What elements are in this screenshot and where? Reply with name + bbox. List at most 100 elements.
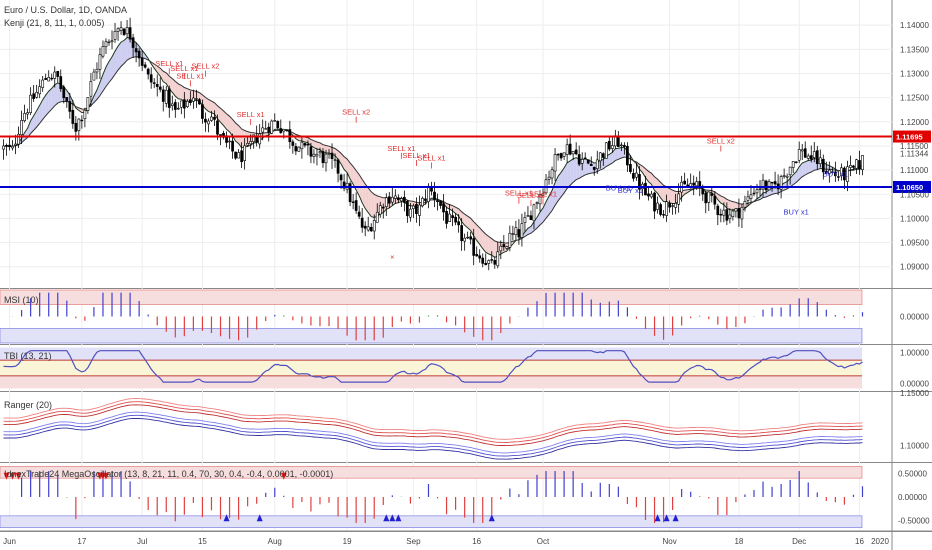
time-axis[interactable]: Jun 17 Jul 15 Aug 19 Sep 16 Oct Nov 18 Dec 16 2020 bbox=[3, 537, 889, 546]
kenji-moving-averages bbox=[3, 36, 863, 258]
candle bbox=[366, 216, 370, 232]
candle-body bbox=[50, 77, 54, 80]
candle-body bbox=[243, 145, 246, 161]
candle bbox=[149, 67, 153, 89]
candle bbox=[372, 214, 376, 240]
candle bbox=[173, 99, 177, 118]
grid-lines bbox=[0, 0, 892, 530]
candle-body bbox=[499, 245, 503, 252]
candle-body bbox=[610, 145, 614, 149]
candle-body bbox=[731, 210, 735, 218]
cloud-segment bbox=[488, 236, 492, 256]
cloud-segment bbox=[115, 46, 119, 75]
candle bbox=[182, 91, 186, 119]
candle-body bbox=[586, 159, 590, 164]
tbi-title: TBI (13, 21) bbox=[4, 351, 52, 361]
candle bbox=[782, 168, 786, 179]
cloud-segment bbox=[310, 139, 314, 148]
candle-body bbox=[189, 99, 192, 104]
tbi-lower-zone bbox=[0, 375, 862, 389]
cloud-segment bbox=[39, 99, 43, 124]
cloud-segment bbox=[657, 179, 661, 198]
candle bbox=[403, 190, 406, 212]
current-price-label: 1.11344 bbox=[900, 149, 929, 158]
candle bbox=[514, 220, 518, 240]
time-tick-label: Jun bbox=[3, 537, 16, 546]
candle bbox=[421, 196, 424, 208]
cloud-segment bbox=[365, 183, 369, 213]
candle-body bbox=[210, 116, 213, 121]
cloud-segment bbox=[717, 193, 721, 204]
kenji-indicator-title: Kenji (21, 8, 11, 1, 0.005) bbox=[4, 18, 104, 28]
candle-body bbox=[607, 140, 611, 150]
msi-pane[interactable]: 0.00000 bbox=[0, 289, 929, 344]
candle-body bbox=[568, 143, 572, 155]
candle bbox=[647, 187, 650, 201]
candle bbox=[794, 161, 798, 164]
candle bbox=[279, 119, 283, 134]
candle-body bbox=[704, 192, 708, 204]
buy-arrow-icon bbox=[663, 514, 670, 522]
candle-body bbox=[638, 174, 641, 190]
candle-body bbox=[186, 100, 189, 107]
candle bbox=[834, 161, 837, 182]
candle-body bbox=[32, 93, 36, 99]
candle bbox=[38, 79, 42, 99]
candle-body bbox=[179, 100, 183, 108]
candle bbox=[65, 97, 69, 108]
candle bbox=[143, 61, 147, 69]
tbi-pane[interactable]: 1.00000 0.00000 bbox=[0, 347, 929, 389]
cloud-segment bbox=[307, 137, 311, 146]
osc-tick-label: -0.50000 bbox=[898, 517, 930, 526]
horizontal-levels[interactable]: 1.11695 1.10650 bbox=[0, 130, 931, 194]
candle bbox=[246, 136, 249, 147]
cloud-segment bbox=[338, 150, 342, 165]
candle-body bbox=[216, 120, 219, 135]
candle-body bbox=[201, 104, 204, 119]
candle-body bbox=[409, 208, 412, 218]
candle-body bbox=[782, 175, 786, 177]
candle-body bbox=[478, 255, 482, 259]
cloud-segment bbox=[208, 99, 212, 113]
osc-tick-label: 0.00000 bbox=[898, 493, 927, 502]
cloud-segment bbox=[684, 189, 688, 195]
candle-body bbox=[161, 89, 165, 102]
candle bbox=[607, 136, 611, 152]
candle-body bbox=[68, 101, 72, 112]
buy-arrow-icon bbox=[256, 514, 263, 522]
candle-body bbox=[800, 149, 804, 152]
candle bbox=[598, 152, 602, 169]
candle bbox=[83, 107, 87, 128]
price-axis[interactable]: 1.14000 1.13500 1.13000 1.12500 1.12000 1.115… bbox=[900, 21, 929, 272]
candle bbox=[86, 97, 90, 114]
candle-body bbox=[369, 226, 373, 232]
candle bbox=[493, 256, 497, 269]
candle bbox=[629, 155, 632, 174]
cloud-segment bbox=[211, 101, 215, 115]
candle bbox=[668, 200, 671, 213]
candle bbox=[158, 77, 162, 93]
cloud-segment bbox=[45, 91, 49, 116]
cloud-segment bbox=[301, 136, 305, 142]
megaoscillator-pane[interactable]: 0.50000 0.00000 -0.50000 bbox=[0, 466, 930, 528]
candle-body bbox=[830, 171, 834, 173]
cloud-segment bbox=[172, 78, 176, 97]
candle bbox=[276, 120, 280, 130]
cloud-segment bbox=[491, 238, 495, 258]
tbi-upper-zone bbox=[0, 347, 862, 361]
candle bbox=[213, 110, 216, 127]
cloud-segment bbox=[799, 163, 803, 180]
candle-body bbox=[779, 176, 783, 190]
candle-body bbox=[574, 149, 578, 155]
candle bbox=[210, 110, 213, 122]
candle bbox=[502, 235, 506, 251]
candle bbox=[586, 159, 590, 165]
candle-body bbox=[442, 203, 445, 213]
cloud-segment bbox=[350, 162, 354, 185]
ranger-pane[interactable]: 1.15000 1.10000 bbox=[3, 389, 930, 460]
ranger-tick-label: 1.10000 bbox=[900, 441, 929, 450]
candle bbox=[568, 134, 572, 156]
cloud-segment bbox=[241, 128, 245, 148]
cloud-segment bbox=[36, 105, 40, 127]
